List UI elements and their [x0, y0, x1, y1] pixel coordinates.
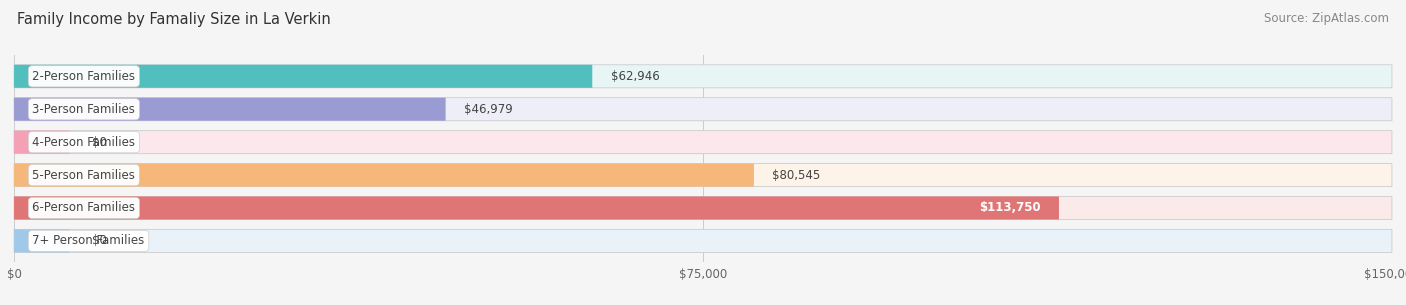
- Text: $62,946: $62,946: [610, 70, 659, 83]
- Text: $0: $0: [93, 136, 107, 149]
- Text: $0: $0: [93, 235, 107, 247]
- FancyBboxPatch shape: [14, 65, 592, 88]
- FancyBboxPatch shape: [14, 98, 1392, 121]
- Text: Source: ZipAtlas.com: Source: ZipAtlas.com: [1264, 12, 1389, 25]
- Text: 7+ Person Families: 7+ Person Families: [32, 235, 145, 247]
- FancyBboxPatch shape: [14, 196, 1059, 220]
- Text: $46,979: $46,979: [464, 103, 513, 116]
- Text: 3-Person Families: 3-Person Families: [32, 103, 135, 116]
- FancyBboxPatch shape: [14, 196, 1392, 220]
- FancyBboxPatch shape: [14, 163, 1392, 187]
- Text: Family Income by Famaliy Size in La Verkin: Family Income by Famaliy Size in La Verk…: [17, 12, 330, 27]
- FancyBboxPatch shape: [14, 65, 1392, 88]
- FancyBboxPatch shape: [14, 131, 69, 154]
- Text: $80,545: $80,545: [772, 169, 821, 181]
- Text: 6-Person Families: 6-Person Families: [32, 202, 135, 214]
- FancyBboxPatch shape: [14, 98, 446, 121]
- Text: $113,750: $113,750: [979, 202, 1040, 214]
- Text: 5-Person Families: 5-Person Families: [32, 169, 135, 181]
- FancyBboxPatch shape: [14, 131, 1392, 154]
- FancyBboxPatch shape: [14, 229, 69, 253]
- FancyBboxPatch shape: [14, 229, 1392, 253]
- FancyBboxPatch shape: [14, 163, 754, 187]
- Text: 4-Person Families: 4-Person Families: [32, 136, 135, 149]
- Text: 2-Person Families: 2-Person Families: [32, 70, 135, 83]
